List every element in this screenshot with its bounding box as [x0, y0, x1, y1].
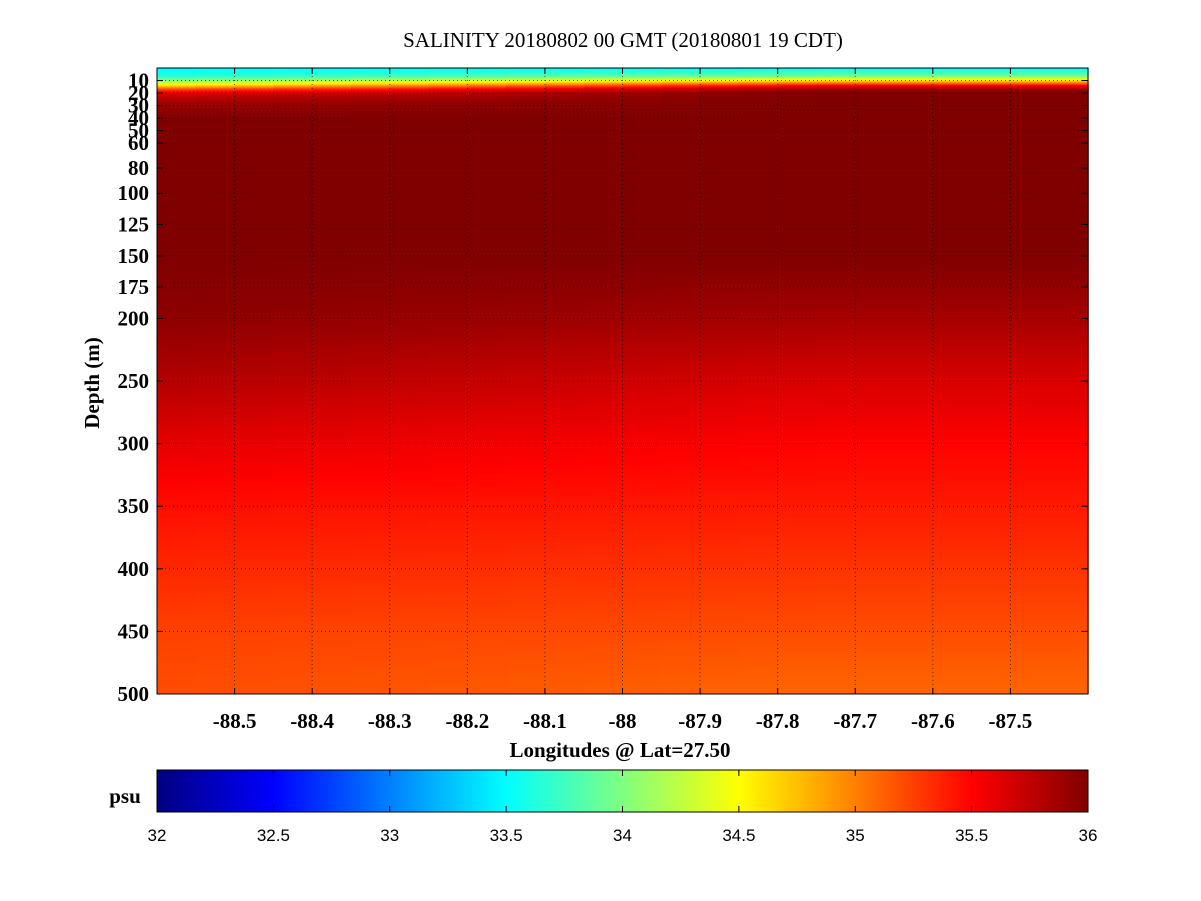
x-axis-ticks: -88.5 -88.4 -88.3 -88.2 -88.1 -88 -87.9 -87.8 -8…	[213, 68, 1033, 733]
grid-lines	[157, 68, 1088, 695]
x-axis-label: Longitudes @ Lat=27.50	[509, 738, 730, 762]
y-tick-label: 150	[118, 244, 150, 268]
y-tick-label: 50	[128, 119, 149, 143]
y-tick-label: 20	[128, 81, 149, 105]
heatmap-column	[1010, 68, 1051, 694]
heatmap-column	[583, 68, 624, 694]
heatmap-column	[971, 68, 1012, 694]
colorbar-tick-label: 32	[148, 826, 167, 845]
colorbar-tick-label: 32.5	[257, 826, 290, 845]
y-tick-label: 125	[118, 213, 150, 237]
y-tick-label: 40	[128, 106, 149, 130]
heatmap-column	[234, 68, 275, 694]
x-tick-label: -88	[609, 709, 637, 733]
y-tick-label: 30	[128, 94, 149, 118]
x-tick-label: -88.1	[523, 709, 567, 733]
y-tick-label: 400	[118, 557, 150, 581]
colorbar-tick-label: 34.5	[722, 826, 755, 845]
colorbar-ticks: 32 32.5 33 33.5 34 34.5 35 35.5 36	[148, 770, 1098, 845]
x-tick-label: -88.4	[290, 709, 334, 733]
heatmap-column	[816, 68, 857, 694]
heatmap-column	[195, 68, 236, 694]
y-tick-label: 350	[118, 494, 150, 518]
y-tick-label: 500	[118, 682, 150, 706]
y-tick-label: 175	[118, 275, 150, 299]
heatmap-column	[932, 68, 973, 694]
heatmap-column	[350, 68, 391, 694]
x-tick-label: -87.5	[989, 709, 1033, 733]
heatmap-field	[157, 68, 1089, 694]
heatmap-column	[428, 68, 469, 694]
colorbar-tick-label: 34	[613, 826, 632, 845]
x-tick-label: -87.8	[756, 709, 800, 733]
colorbar-gradient	[156, 769, 1089, 813]
colorbar	[156, 769, 1089, 813]
x-tick-label: -88.3	[368, 709, 412, 733]
y-tick-label: 250	[118, 369, 150, 393]
chart-title: SALINITY 20180802 00 GMT (20180801 19 CD…	[403, 28, 843, 52]
heatmap-column	[622, 68, 663, 694]
y-tick-label: 200	[118, 306, 150, 330]
colorbar-label: psu	[109, 784, 141, 808]
colorbar-tick-label: 33	[380, 826, 399, 845]
x-tick-label: -87.9	[678, 709, 722, 733]
x-tick-label: -87.6	[911, 709, 955, 733]
colorbar-tick-label: 36	[1079, 826, 1098, 845]
y-tick-label: 60	[128, 131, 149, 155]
y-tick-label: 80	[128, 156, 149, 180]
y-tick-label: 100	[118, 181, 150, 205]
y-axis-label: Depth (m)	[80, 337, 104, 429]
x-tick-label: -88.5	[213, 709, 257, 733]
heatmap-column	[738, 68, 779, 694]
y-tick-label: 10	[128, 69, 149, 93]
y-tick-label: 300	[118, 432, 150, 456]
colorbar-tick-label: 35.5	[955, 826, 988, 845]
y-tick-label: 450	[118, 619, 150, 643]
colorbar-tick-label: 33.5	[490, 826, 523, 845]
x-tick-label: -87.7	[833, 709, 877, 733]
heatmap-column	[544, 68, 585, 694]
x-tick-label: -88.2	[445, 709, 489, 733]
colorbar-tick-label: 35	[846, 826, 865, 845]
